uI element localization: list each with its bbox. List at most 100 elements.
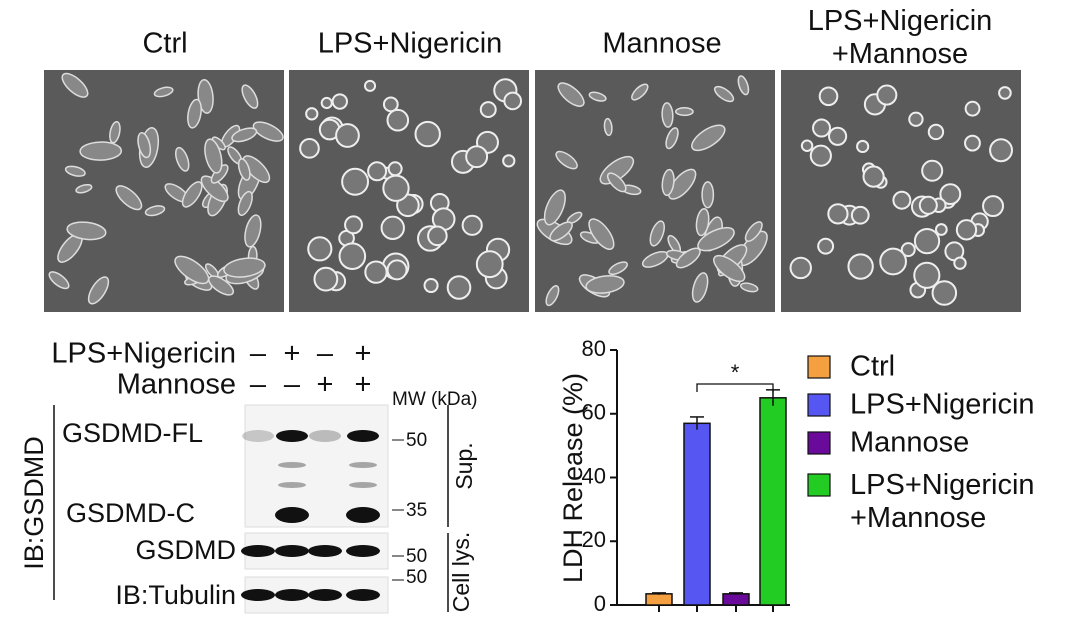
band-label: GSDMD [136,535,237,565]
mw-marker: 35 [406,500,427,521]
y-tick-label: 40 [582,463,606,488]
treatment-sign: + [284,338,301,370]
cell [847,253,874,280]
cell [557,82,585,107]
band [241,589,275,601]
cell [900,242,916,258]
band [349,482,377,488]
cell [109,120,121,144]
cell [918,195,938,215]
cell [701,181,715,209]
bar [759,397,787,606]
band [241,545,275,557]
cell [927,123,945,141]
treatment-label: LPS+Nigericin [51,338,236,370]
ib-label: IB:GSDMD [19,436,49,570]
cell [137,131,152,159]
cell [242,155,271,184]
band [242,430,274,442]
band [276,430,308,442]
cell [982,195,1005,218]
cell [953,256,967,270]
treatment-sign: + [355,369,372,401]
cell [252,121,284,142]
cell [241,84,259,109]
cell [387,161,403,177]
cell [331,93,348,110]
treatment-sign: – [250,338,267,370]
cell [828,126,848,146]
band [308,589,342,601]
error-bar [690,416,704,430]
cell [423,277,439,294]
cell [921,159,944,182]
cell [665,127,679,150]
cell [908,111,924,127]
cell [465,145,489,169]
y-tick-label: 80 [582,336,606,361]
blot-panel [244,404,389,528]
cell [913,261,941,289]
bar [722,593,750,606]
cell [691,272,709,303]
micrographs [44,70,1021,312]
cell [338,242,367,271]
band [349,462,377,468]
cell [549,221,573,242]
cell [461,214,483,236]
cell [237,190,253,216]
cell [675,247,701,269]
cell [713,85,735,103]
cell [174,255,210,285]
band [278,482,306,488]
band [346,589,380,601]
band [275,507,309,523]
treatment-sign: – [284,369,301,401]
cell [585,274,625,294]
cell [737,75,750,96]
cell [856,139,870,154]
significance-bracket [696,383,774,392]
band [308,545,342,557]
cell [344,215,363,235]
cell [115,185,143,211]
cell [307,236,333,262]
cell [789,256,812,280]
cell [800,139,814,152]
legend-label: Mannose [850,427,969,459]
cell [79,141,123,161]
bands [241,430,380,601]
cell [713,254,746,283]
cell [61,72,89,98]
cell [231,127,258,143]
y-axis-title: LDH Release (%) [558,373,588,583]
cell [479,101,497,119]
treatment-sign: – [317,338,334,370]
fraction-label: Cell lys. [448,532,474,613]
legend-swatch [807,393,831,417]
mw-title: MW (kDa) [392,389,477,410]
cell [939,183,962,206]
y-tick-label: 60 [582,400,606,425]
bar [683,422,711,606]
cell [862,165,885,188]
cell [382,174,410,202]
cell [427,225,448,247]
cell [998,86,1012,100]
band [275,545,309,557]
fraction-label: Sup. [451,442,477,489]
cell [661,102,674,128]
cell [850,205,870,225]
legend-label: LPS+Nigericin [850,389,1035,421]
cell [207,275,235,296]
cell [380,215,405,241]
cell [649,220,665,247]
cell [809,144,832,167]
bar-chart: 0 20 40 60 80 Ctrl LPS+Nigericin Mannose LPS+Nig… [582,336,1035,616]
cell [876,84,898,106]
band [346,507,380,523]
error-bar [652,592,666,595]
image-label: Mannose [602,28,721,60]
cell [827,203,849,225]
